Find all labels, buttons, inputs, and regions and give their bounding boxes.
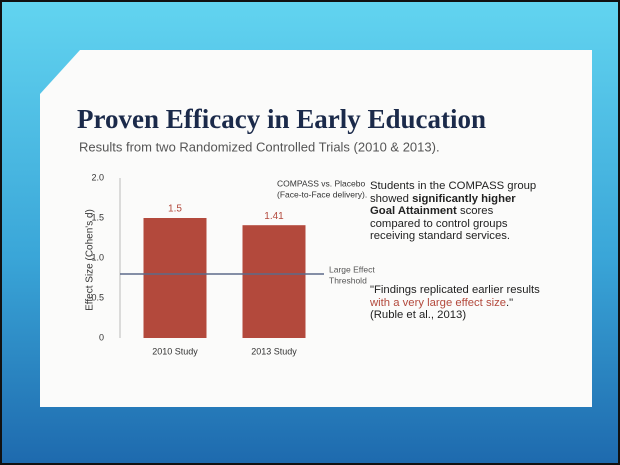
value-label: 1.5 — [168, 204, 182, 215]
legend-note: COMPASS vs. Placebo — [277, 178, 365, 188]
y-tick-label: 1.0 — [91, 252, 104, 262]
quote-text: "Findings replicated earlier results wit… — [370, 284, 540, 322]
y-tick-label: 0 — [99, 332, 104, 342]
summary-part: scores compared to control groups receiv… — [370, 205, 511, 243]
quote-part: ." — [506, 296, 514, 309]
summary-part: Students in the COMPASS group showed — [370, 180, 537, 205]
summary-highlight: significantly higher Goal Attainment — [370, 192, 516, 218]
y-tick-label: 2.0 — [91, 172, 104, 182]
y-axis-label: Effect Size (Cohen's d) — [85, 209, 96, 311]
bar — [143, 218, 207, 338]
chart-title: Proven Efficacy in Early Education — [77, 104, 486, 134]
x-tick-label: 2010 Study — [152, 346, 198, 356]
legend-note: (Face-to-Face delivery). — [277, 189, 367, 199]
citation: (Ruble et al., 2013) — [370, 309, 467, 322]
value-label: 1.41 — [264, 211, 284, 222]
chart-subtitle: Results from two Randomized Controlled T… — [79, 139, 440, 154]
summary-text: Students in the COMPASS group showed sig… — [370, 180, 540, 243]
quote-part: "Findings replicated earlier results — [370, 284, 540, 296]
threshold-label: Threshold — [329, 275, 367, 285]
bar — [242, 225, 306, 338]
y-tick-label: 1.5 — [91, 212, 104, 222]
x-tick-label: 2013 Study — [251, 346, 297, 356]
quote-highlight: with a very large effect size — [370, 296, 507, 309]
threshold-label: Large Effect — [329, 264, 375, 274]
y-tick-label: 0.5 — [91, 292, 104, 302]
